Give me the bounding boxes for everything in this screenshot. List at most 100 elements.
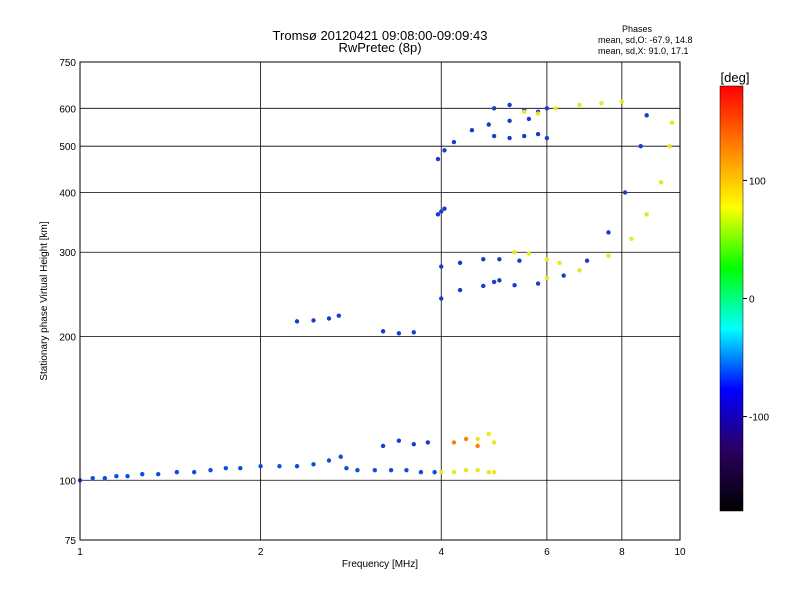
data-point — [507, 102, 512, 108]
y-tick-label: 100 — [59, 476, 76, 487]
data-point — [451, 469, 457, 475]
y-tick-label: 750 — [59, 58, 76, 69]
data-point — [544, 106, 550, 111]
colorbar-tick-label: 0 — [749, 295, 755, 306]
data-point — [522, 109, 527, 115]
data-point — [475, 467, 480, 473]
x-axis-tick-labels: 1 2 4 6 8 10 — [77, 547, 686, 558]
data-point — [486, 431, 491, 437]
data-point — [435, 156, 441, 162]
data-point — [517, 258, 522, 263]
data-point — [223, 465, 229, 471]
data-point — [439, 296, 444, 301]
data-series — [522, 99, 625, 116]
data-point — [208, 467, 213, 473]
data-point — [439, 469, 444, 475]
data-point — [507, 118, 512, 124]
plot-frame — [79, 61, 681, 541]
colorbar-tick-label: 100 — [749, 176, 766, 187]
data-point — [90, 476, 95, 481]
data-point — [629, 236, 634, 242]
data-point — [481, 283, 486, 289]
data-point — [425, 440, 431, 445]
data-series — [294, 313, 342, 324]
data-point — [125, 473, 130, 479]
data-series — [435, 116, 532, 162]
data-point — [491, 469, 497, 475]
colorbar-tick-label: -100 — [749, 413, 769, 424]
data-point — [475, 443, 480, 449]
data-point — [463, 467, 469, 473]
data-series — [439, 278, 502, 301]
y-tick-label: 600 — [59, 104, 76, 115]
data-point — [114, 473, 119, 479]
data-points — [77, 99, 675, 483]
y-axis-label: Stationary phase Virtual Height [km] — [39, 221, 50, 381]
phases-stats-o: mean, sd,O: -67.9, 14.8 — [598, 35, 693, 45]
x-tick-label: 4 — [438, 547, 444, 558]
data-series — [380, 438, 431, 449]
data-point — [102, 476, 108, 481]
data-point — [522, 133, 527, 139]
x-tick-label: 10 — [674, 547, 686, 558]
data-point — [557, 260, 562, 266]
data-point — [174, 469, 180, 475]
data-point — [606, 253, 611, 258]
data-point — [535, 281, 541, 286]
data-point — [380, 443, 386, 449]
data-point — [411, 330, 416, 335]
data-point — [435, 212, 441, 217]
data-point — [491, 106, 497, 111]
data-point — [486, 469, 491, 475]
data-series — [512, 250, 562, 266]
data-point — [238, 465, 243, 471]
data-point — [619, 99, 625, 104]
data-point — [156, 471, 161, 477]
data-series — [544, 120, 675, 281]
data-point — [553, 106, 558, 111]
data-point — [326, 316, 332, 321]
colorbar — [719, 85, 744, 512]
data-point — [439, 264, 444, 269]
data-point — [622, 190, 628, 195]
phases-stats-x: mean, sd,X: 91.0, 17.1 — [598, 46, 689, 56]
data-point — [336, 313, 342, 318]
data-point — [388, 467, 394, 473]
data-point — [326, 458, 332, 463]
data-point — [658, 180, 664, 185]
data-point — [463, 436, 469, 442]
phases-header: Phases — [622, 24, 653, 34]
data-series — [439, 467, 497, 475]
data-point — [644, 113, 649, 118]
data-series — [451, 436, 480, 449]
data-series — [491, 113, 649, 288]
data-point — [396, 331, 402, 336]
data-point — [667, 143, 672, 149]
data-point — [277, 464, 282, 469]
data-point — [451, 440, 457, 445]
data-point — [544, 257, 550, 262]
data-point — [561, 273, 566, 278]
data-point — [606, 230, 611, 235]
data-series — [77, 454, 437, 483]
data-point — [355, 467, 360, 473]
data-point — [512, 282, 517, 288]
data-point — [442, 206, 447, 211]
data-point — [451, 139, 457, 145]
data-point — [491, 440, 497, 445]
data-point — [577, 102, 582, 108]
data-point — [491, 133, 497, 139]
data-point — [475, 436, 480, 442]
chart-title: Tromsø 20120421 09:08:00-09:09:43 — [273, 28, 488, 43]
data-point — [584, 258, 590, 263]
colorbar-label: [deg] — [721, 70, 750, 85]
data-point — [439, 209, 444, 214]
data-point — [457, 260, 463, 266]
x-axis-label: Frequency [MHz] — [342, 559, 418, 570]
data-point — [544, 275, 550, 281]
data-point — [512, 250, 517, 255]
data-series — [380, 329, 416, 336]
data-point — [338, 454, 343, 459]
colorbar-ticks: 100 0 -100 — [743, 176, 769, 424]
